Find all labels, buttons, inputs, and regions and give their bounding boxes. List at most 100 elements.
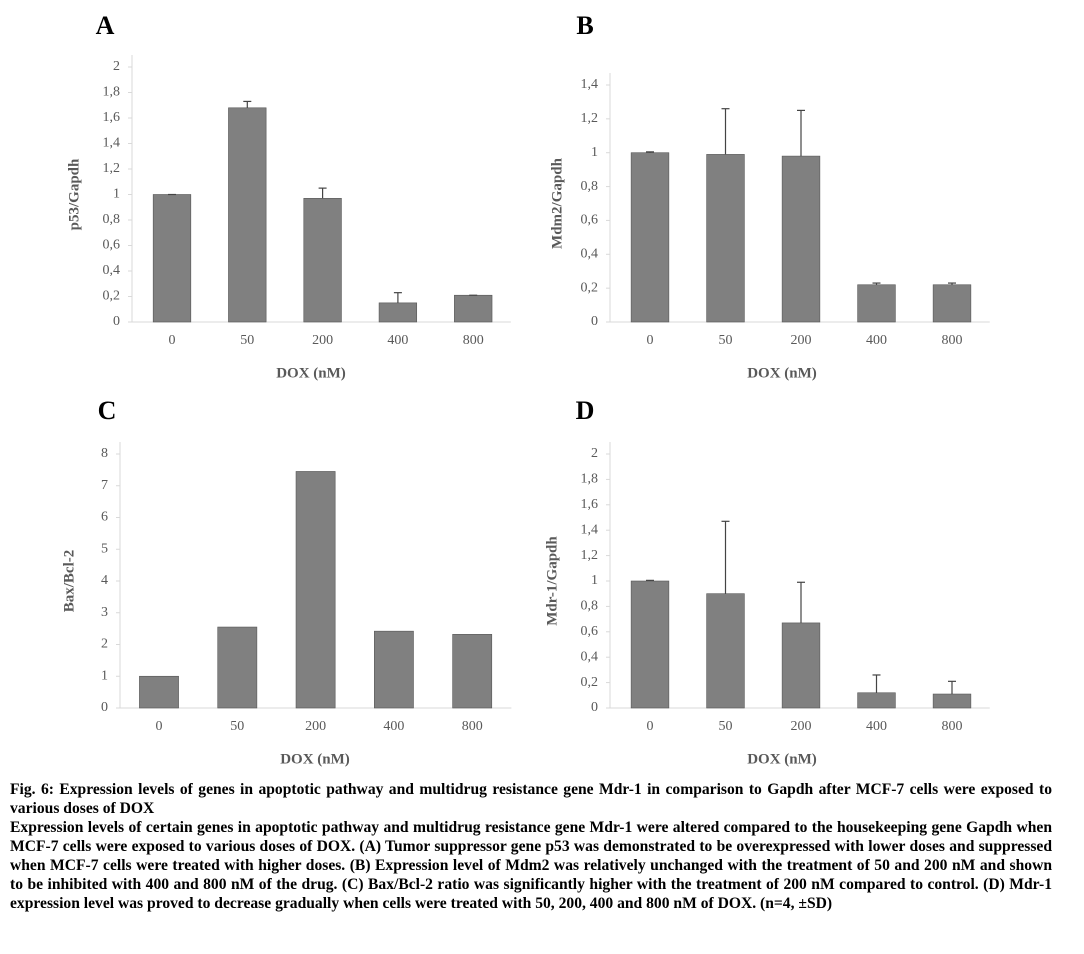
error-bar (721, 520, 730, 594)
bar (630, 152, 670, 323)
y-tick-label: 2 (101, 637, 108, 652)
bar (152, 194, 192, 323)
caption-text: Expression levels of certain genes in ap… (10, 819, 1052, 912)
bar (932, 693, 972, 709)
x-tick-label: 200 (312, 333, 333, 348)
x-tick-label: 0 (647, 719, 654, 734)
caption-title: Fig. 6: Expression levels of genes in ap… (10, 781, 1052, 817)
x-tick-label: 400 (383, 719, 404, 734)
y-axis-title: Mdm2/Gapdh (549, 157, 565, 249)
y-tick-label: 1,2 (581, 548, 599, 563)
error-bar (393, 292, 402, 303)
figure: A 0 0,2 0,4 0,6 0,8 1 1,2 1,4 1,6 1,8 2 p53/Gapdh DOX… (61, 11, 990, 767)
x-axis-title: DOX (nM) (747, 751, 817, 767)
y-tick-label: 0,6 (581, 624, 599, 639)
y-tick-label: 0,6 (103, 238, 121, 253)
error-bar (721, 108, 730, 155)
error-bar (948, 680, 956, 695)
x-tick-label: 400 (866, 719, 887, 734)
y-tick-label: 1,2 (581, 111, 599, 126)
y-tick-label: 2 (591, 446, 598, 461)
error-bar (872, 674, 881, 693)
error-bar (646, 579, 654, 581)
y-tick-label: 1,4 (103, 136, 121, 151)
bar (217, 626, 258, 709)
y-tick-label: 0,8 (581, 599, 599, 614)
caption: Fig. 6: Expression levels of genes in ap… (10, 780, 1052, 913)
x-tick-label: 200 (305, 719, 326, 734)
bar (139, 675, 179, 709)
x-tick-label: 50 (719, 719, 733, 734)
error-bar (797, 109, 805, 157)
bar (706, 593, 745, 709)
bar (374, 630, 414, 709)
y-tick-label: 1 (101, 668, 108, 683)
y-tick-label: 4 (101, 573, 108, 588)
x-tick-label: 0 (156, 719, 163, 734)
bar (303, 198, 342, 323)
bar (454, 294, 493, 323)
x-tick-label: 200 (791, 333, 812, 348)
y-tick-label: 0,2 (581, 280, 599, 295)
y-tick-label: 1,4 (581, 522, 599, 537)
y-tick-label: 0 (591, 314, 598, 329)
bar (932, 284, 972, 323)
bar (857, 284, 896, 323)
y-tick-label: 1,4 (581, 77, 599, 92)
y-tick-label: 1,2 (103, 161, 121, 176)
x-axis-title: DOX (nM) (747, 365, 817, 381)
x-tick-label: 0 (169, 333, 176, 348)
y-tick-label: 0,4 (581, 649, 599, 664)
y-tick-label: 0 (113, 314, 120, 329)
bar (228, 107, 267, 323)
error-bar (646, 151, 654, 153)
y-tick-label: 0,2 (103, 289, 121, 304)
error-bar (797, 581, 805, 623)
y-tick-label: 0,2 (581, 675, 599, 690)
y-tick-label: 2 (113, 59, 120, 74)
y-tick-label: 6 (101, 510, 108, 525)
bar (295, 471, 336, 709)
y-tick-label: 1 (113, 187, 120, 202)
y-tick-label: 1,8 (103, 85, 121, 100)
x-tick-label: 50 (240, 333, 254, 348)
x-tick-label: 800 (463, 333, 484, 348)
error-bar (948, 282, 956, 285)
x-tick-label: 50 (230, 719, 244, 734)
y-tick-label: 0,4 (103, 263, 121, 278)
y-tick-label: 0,8 (103, 212, 121, 227)
bar (781, 622, 821, 709)
error-bar (318, 187, 327, 199)
x-tick-label: 0 (647, 333, 654, 348)
bar (781, 155, 821, 323)
x-tick-label: 800 (942, 333, 963, 348)
y-axis-title: p53/Gapdh (66, 158, 82, 230)
x-tick-label: 400 (866, 333, 887, 348)
bar (706, 154, 745, 323)
x-axis-title: DOX (nM) (280, 751, 350, 767)
panel-label: B (576, 11, 593, 40)
y-tick-label: 0 (101, 700, 108, 715)
y-axis-title: Mdr-1/Gapdh (544, 536, 560, 626)
y-tick-label: 0,6 (581, 213, 599, 228)
x-tick-label: 50 (719, 333, 733, 348)
y-tick-label: 1,8 (581, 472, 599, 487)
y-tick-label: 1 (591, 573, 598, 588)
panel-label: C (98, 396, 117, 425)
x-axis-title: DOX (nM) (276, 365, 346, 381)
y-tick-label: 1,6 (103, 110, 121, 125)
y-tick-label: 8 (101, 446, 108, 461)
error-bar (872, 282, 881, 285)
y-tick-label: 7 (101, 478, 108, 493)
y-tick-label: 5 (101, 541, 108, 556)
y-tick-label: 0,8 (581, 179, 599, 194)
x-tick-label: 800 (462, 719, 483, 734)
y-tick-label: 1,6 (581, 497, 599, 512)
y-axis-title: Bax/Bcl-2 (61, 550, 77, 613)
y-tick-label: 0 (591, 700, 598, 715)
panel-label: A (96, 11, 115, 40)
bar (857, 692, 896, 709)
x-tick-label: 400 (387, 333, 408, 348)
bar (452, 634, 493, 709)
